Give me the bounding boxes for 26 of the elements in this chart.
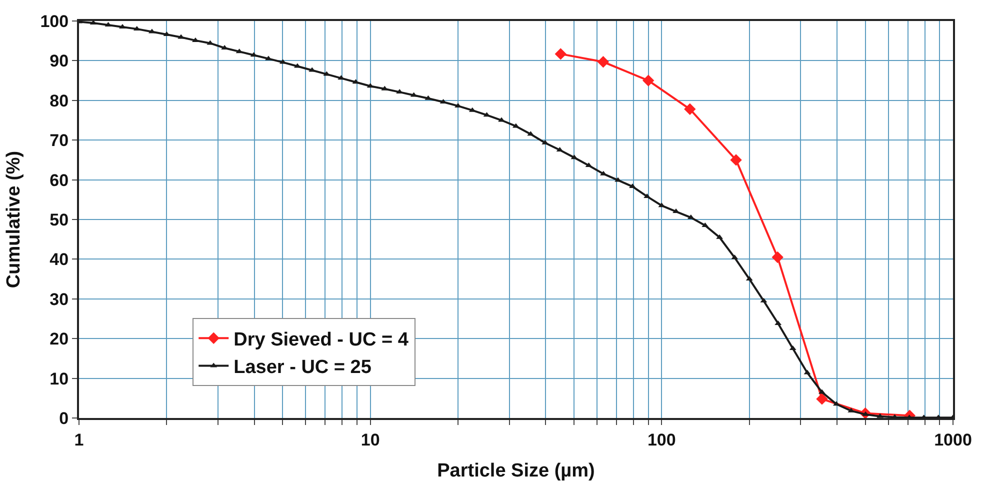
point — [597, 56, 610, 68]
point — [642, 74, 654, 86]
point — [772, 251, 784, 264]
x-tick-label: 10 — [360, 430, 380, 450]
y-tick-label: 80 — [50, 91, 69, 110]
y-axis-title: Cumulative (%) — [4, 150, 25, 288]
y-tick-label: 100 — [40, 12, 69, 31]
y-tick-label: 30 — [50, 290, 69, 309]
point — [554, 48, 566, 60]
y-tick-label: 60 — [50, 170, 69, 190]
legend-label: Laser - UC = 25 — [234, 357, 372, 378]
point — [684, 103, 696, 115]
y-tick-label: 70 — [50, 131, 69, 150]
x-axis-title: Particle Size (µm) — [437, 460, 595, 482]
y-tick-label: 10 — [50, 369, 69, 388]
point — [730, 154, 742, 166]
y-tick-label: 40 — [50, 250, 69, 270]
x-tick-label: 100 — [647, 430, 676, 450]
y-tick-label: 20 — [50, 330, 69, 349]
legend-label: Dry Sieved - UC = 4 — [234, 330, 409, 350]
y-tick-label: 90 — [50, 52, 69, 71]
y-tick-label: 0 — [59, 408, 69, 428]
x-tick-label: 1000 — [934, 430, 972, 450]
y-tick-label: 50 — [50, 210, 69, 230]
x-tick-label: 1 — [74, 430, 84, 450]
point — [816, 393, 828, 405]
